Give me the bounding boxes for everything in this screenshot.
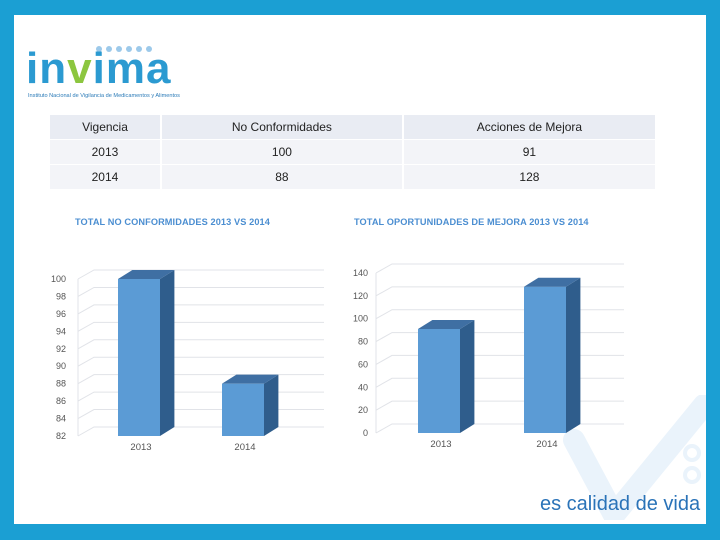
- gridline: [375, 286, 624, 297]
- x-category-label: 2013: [130, 442, 151, 453]
- y-tick-label: 80: [358, 337, 368, 347]
- bar-top: [418, 320, 475, 329]
- watermark-v-logo: [563, 395, 706, 520]
- y-tick-label: 120: [353, 291, 368, 301]
- bar-side: [160, 270, 175, 436]
- tagline: es calidad de vida: [540, 493, 701, 515]
- table-cell: 2014: [50, 164, 161, 189]
- gridline: [77, 356, 324, 367]
- gridline: [77, 409, 324, 419]
- table-cell: 100: [159, 139, 403, 165]
- y-tick-label: 100: [51, 274, 66, 284]
- gridline: [375, 354, 624, 365]
- table-cell: 128: [401, 164, 655, 189]
- y-tick-label: 100: [353, 314, 368, 324]
- summary-table: Vigencia No Conformidades Acciones de Me…: [50, 115, 655, 189]
- gridline: [77, 391, 324, 402]
- gridline: [375, 377, 624, 388]
- table-header-cell: Acciones de Mejora: [401, 115, 655, 140]
- y-tick-label: 84: [56, 414, 66, 424]
- bar-side: [460, 320, 475, 433]
- gridline: [77, 304, 324, 315]
- table-cell: 88: [159, 164, 403, 189]
- bar: [418, 329, 460, 433]
- logo-wordmark: invima: [26, 44, 172, 93]
- y-tick-label: 92: [56, 344, 66, 354]
- y-tick-label: 140: [353, 268, 368, 278]
- table-row: 2013 100 91: [50, 139, 655, 165]
- bar-top: [222, 374, 279, 384]
- logo-subtitle: Instituto Nacional de Vigilancia de Medi…: [28, 93, 180, 99]
- gridline: [77, 339, 324, 350]
- chart-title-no-conformidades: TOTAL NO CONFORMIDADES 2013 VS 2014: [75, 217, 270, 227]
- y-tick-label: 94: [56, 326, 66, 336]
- y-tick-label: 96: [56, 309, 66, 319]
- bar-top: [118, 270, 175, 279]
- invima-logo: invima Instituto Nacional de Vigilancia …: [24, 25, 214, 105]
- bar-top: [524, 277, 581, 287]
- table-header-cell: No Conformidades: [159, 115, 403, 140]
- table-cell: 91: [401, 139, 655, 165]
- table-header-cell: Vigencia: [50, 115, 161, 140]
- bar: [222, 383, 264, 436]
- bar: [524, 286, 566, 433]
- gridline: [375, 332, 624, 343]
- bar: [118, 279, 160, 436]
- y-tick-label: 86: [56, 396, 66, 406]
- gridline: [375, 309, 624, 320]
- gridline: [77, 269, 324, 280]
- y-tick-label: 98: [56, 291, 66, 301]
- y-tick-label: 0: [363, 428, 368, 438]
- y-tick-label: 60: [358, 359, 368, 369]
- charts-area: 100 98 96 94 92 90 88 86 84 82 2013 2014 140 120 100 80…: [51, 263, 624, 453]
- y-tick-label: 40: [358, 382, 368, 392]
- slide-canvas: invima Instituto Nacional de Vigilancia …: [14, 15, 706, 524]
- y-tick-label: 90: [56, 361, 66, 371]
- gridline: [375, 400, 624, 411]
- bar-side: [264, 374, 279, 436]
- y-tick-label: 20: [358, 405, 368, 415]
- gridline: [375, 423, 624, 434]
- x-category-label: 2013: [430, 439, 451, 450]
- gridline: [77, 321, 324, 332]
- bar-side: [566, 277, 581, 433]
- gridline: [77, 374, 324, 385]
- chart-title-oportunidades-mejora: TOTAL OPORTUNIDADES DE MEJORA 2013 VS 20…: [354, 217, 589, 227]
- gridline: [77, 426, 324, 437]
- logo-dots-icon: [96, 39, 156, 57]
- table-cell: 2013: [50, 139, 161, 165]
- table-row: 2014 88 128: [50, 164, 655, 189]
- x-category-label: 2014: [234, 442, 255, 453]
- y-tick-label: 82: [56, 431, 66, 441]
- x-category-label: 2014: [536, 439, 557, 450]
- gridline: [375, 263, 624, 274]
- gridline: [77, 286, 324, 297]
- table-header-row: Vigencia No Conformidades Acciones de Me…: [50, 115, 655, 140]
- y-tick-label: 88: [56, 379, 66, 389]
